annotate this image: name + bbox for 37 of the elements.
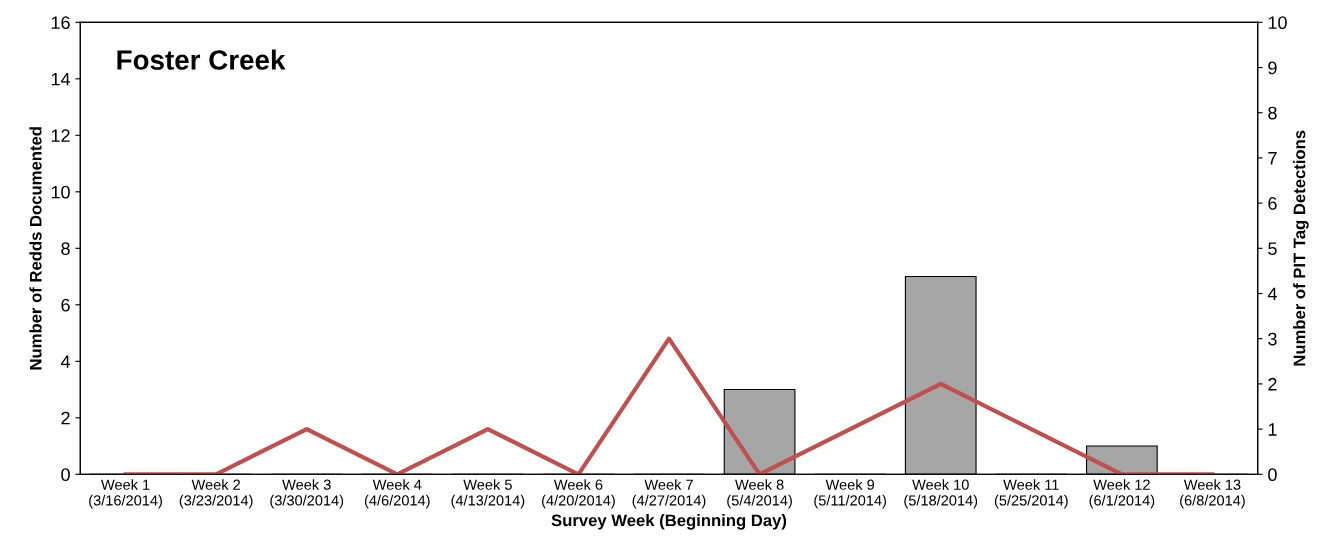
y-tick-label: 12 [51, 129, 70, 142]
y-tick-label: 0 [61, 468, 70, 482]
y2-tick-label: 7 [1268, 152, 1277, 165]
y-tick-label: 8 [61, 242, 70, 256]
text: Foster Creek [117, 49, 286, 70]
x-tick-label: Week 2 (3/23/2014) [179, 479, 253, 509]
x-tick-label: Week 10 (5/18/2014) [904, 479, 978, 509]
y-tick-label: 2 [61, 411, 70, 425]
x-tick-label: Week 11 (5/25/2014) [994, 479, 1068, 509]
x-tick-label: Week 3 (3/30/2014) [270, 479, 344, 509]
y-tick-label: 4 [60, 355, 71, 368]
y2-tick-label: 4 [1267, 287, 1277, 301]
y2-tick-label: 3 [1268, 332, 1277, 346]
x-tick-label: Week 13 (6/8/2014) [1180, 479, 1245, 509]
y2-tick-label: 1 [1268, 423, 1277, 436]
x-tick-label: Week 6 (4/20/2014) [542, 479, 615, 509]
x-axis-title: Survey Week (Beginning Day) [551, 514, 787, 530]
x-tick-label: Week 9 (5/11/2014) [814, 479, 886, 509]
y2-tick-label: 6 [1268, 197, 1277, 210]
x-tick-label: Week 5 (4/13/2014) [451, 479, 525, 509]
y-axis-title: Number of Redds Documented [29, 127, 42, 370]
y-tick-label: 10 [51, 185, 70, 199]
y2-tick-label: 2 [1268, 377, 1277, 391]
y2-tick-label: 5 [1268, 242, 1277, 256]
y-tick-label: 14 [51, 72, 71, 86]
y-tick-label: 16 [51, 16, 70, 30]
y2-axis-title: Number of PIT Tag Detections [1293, 130, 1309, 366]
x-tick-label: Week 12 (6/1/2014) [1089, 479, 1155, 509]
y2-tick-label: 0 [1268, 468, 1277, 482]
y2-tick-label: 10 [1268, 16, 1287, 30]
x-tick-label: Week 7 (4/27/2014) [632, 479, 706, 509]
y-tick-label: 6 [61, 298, 70, 312]
x-tick-label: Week 8 (5/4/2014) [727, 479, 792, 509]
y2-tick-label: 9 [1268, 61, 1277, 75]
x-tick-label: Week 4 (4/6/2014) [364, 479, 430, 509]
y2-tick-label: 8 [1268, 106, 1277, 120]
x-tick-label: Week 1 (3/16/2014) [89, 479, 162, 509]
